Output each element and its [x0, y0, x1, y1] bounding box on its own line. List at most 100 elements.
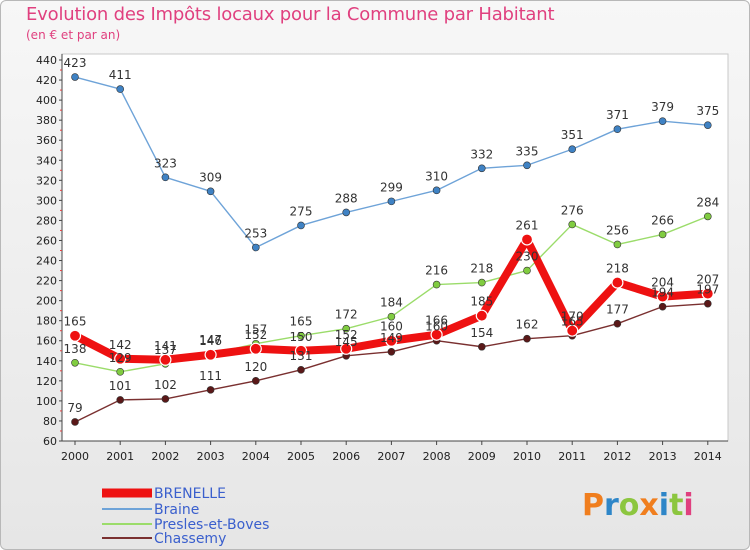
y-tick-label: 340: [36, 154, 57, 167]
data-label: 170: [561, 310, 584, 324]
data-label: 332: [470, 147, 493, 161]
data-label: 230: [516, 250, 539, 264]
data-label: 101: [109, 379, 132, 393]
data-label: 147: [199, 333, 222, 347]
x-tick-label: 2014: [694, 450, 722, 463]
data-label: 166: [425, 314, 448, 328]
data-label: 185: [470, 295, 493, 309]
logo-letter: o: [618, 488, 640, 523]
data-label: 102: [154, 378, 177, 392]
data-label: 276: [561, 203, 584, 217]
data-label: 194: [651, 286, 674, 300]
data-point: [116, 368, 124, 376]
x-tick-label: 2000: [61, 450, 89, 463]
data-point: [387, 197, 396, 206]
data-point: [430, 328, 443, 341]
data-label: 165: [290, 315, 313, 329]
y-tick-label: 400: [36, 94, 57, 107]
y-tick-label: 100: [36, 395, 57, 408]
data-point: [387, 312, 396, 321]
data-point: [703, 299, 712, 308]
x-tick-label: 2003: [197, 450, 225, 463]
legend-label: Presles-et-Boves: [154, 517, 269, 533]
series-chassemy: [71, 299, 712, 426]
data-point: [523, 266, 531, 275]
data-point: [477, 278, 486, 287]
x-tick-label: 2004: [242, 450, 270, 463]
data-point: [432, 186, 441, 195]
y-tick-label: 240: [36, 255, 57, 268]
data-point: [294, 344, 308, 357]
y-tick-label: 160: [36, 335, 57, 348]
data-point: [116, 396, 124, 404]
data-label: 266: [651, 213, 674, 227]
series-braine: [71, 73, 712, 252]
data-label: 165: [561, 315, 584, 329]
data-point: [568, 145, 577, 154]
data-label: 261: [516, 218, 539, 232]
data-point: [701, 287, 714, 300]
data-label: 335: [516, 144, 539, 158]
x-tick-label: 2010: [513, 450, 541, 463]
data-point: [71, 418, 79, 426]
data-label: 184: [380, 296, 403, 310]
data-point: [523, 334, 531, 343]
data-point: [297, 221, 305, 230]
data-label: 288: [335, 191, 358, 205]
data-point: [566, 324, 579, 337]
data-point: [432, 280, 441, 289]
data-point: [387, 347, 396, 356]
data-label: 165: [64, 315, 87, 329]
logo-letter: i: [683, 488, 694, 523]
data-point: [523, 161, 531, 170]
y-tick-label: 300: [36, 194, 57, 207]
data-label: 218: [470, 262, 493, 276]
data-label: 162: [516, 318, 539, 332]
data-point: [68, 329, 82, 342]
data-label: 157: [244, 323, 267, 337]
data-point: [249, 342, 262, 355]
y-tick-label: 220: [36, 275, 57, 288]
logo-letter: x: [639, 488, 659, 523]
data-label: 149: [380, 331, 403, 345]
data-point: [611, 276, 624, 289]
data-label: 351: [561, 128, 584, 142]
y-tick-label: 440: [36, 54, 57, 67]
data-label: 146: [199, 334, 222, 348]
y-tick-label: 360: [36, 134, 57, 147]
data-point: [703, 212, 712, 221]
data-label: 177: [606, 303, 629, 317]
data-label: 204: [651, 276, 674, 290]
data-point: [568, 220, 577, 229]
data-label: 152: [244, 328, 267, 342]
data-point: [71, 358, 79, 367]
x-tick-label: 2012: [603, 450, 631, 463]
x-tick-labels: 2000 2001 2002 2003 2004 2005 2006 2007 2008 2009…: [61, 441, 722, 463]
data-point: [342, 324, 351, 333]
data-point: [340, 342, 353, 355]
data-label: 275: [290, 204, 313, 218]
data-point: [161, 173, 170, 182]
data-point: [252, 243, 260, 252]
data-label: 299: [380, 180, 403, 194]
data-label: 423: [64, 56, 87, 70]
y-tick-label: 140: [36, 355, 57, 368]
y-tick-label: 260: [36, 234, 57, 247]
y-tick-label: 200: [36, 295, 57, 308]
data-label: 411: [109, 68, 132, 82]
data-point: [159, 353, 172, 366]
data-label: 218: [606, 262, 629, 276]
data-label: 379: [651, 100, 674, 114]
data-label: 160: [380, 320, 403, 334]
data-label: 138: [64, 342, 87, 356]
data-label: 145: [335, 335, 358, 349]
chart-title: Evolution des Impôts locaux pour la Comm…: [26, 4, 555, 25]
x-tick-label: 2009: [468, 450, 496, 463]
x-tick-label: 2005: [287, 450, 315, 463]
data-point: [613, 240, 622, 249]
data-label: 150: [290, 330, 313, 344]
data-label: 323: [154, 156, 177, 170]
data-point: [252, 377, 260, 385]
legend-label: Chassemy: [154, 531, 226, 547]
